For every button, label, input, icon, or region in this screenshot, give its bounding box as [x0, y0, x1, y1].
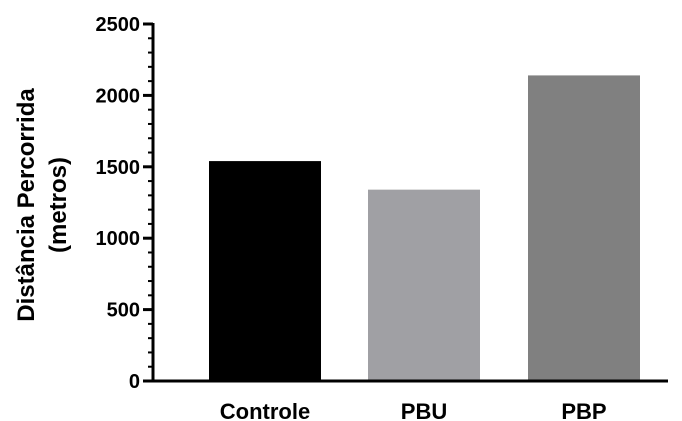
y-axis-title: Distância Percorrida (metros) — [13, 88, 72, 322]
x-tick-label-pbp: PBP — [561, 399, 606, 421]
bar-controle — [209, 161, 321, 381]
bar-pbp — [528, 75, 640, 382]
y-axis: 0 500 1000 1500 2000 2500 — [96, 14, 155, 393]
bars-group — [209, 75, 640, 382]
y-tick-label-2500: 2500 — [96, 14, 141, 36]
y-tick-label-2000: 2000 — [96, 85, 141, 107]
y-tick-label-500: 500 — [107, 300, 140, 322]
bar-pbu — [368, 189, 480, 381]
y-axis-title-line2: (metros) — [45, 157, 72, 253]
x-axis: Controle PBU PBP — [153, 379, 668, 421]
y-axis-title-line1: Distância Percorrida — [13, 88, 40, 322]
y-tick-label-0: 0 — [129, 371, 140, 393]
x-tick-label-pbu: PBU — [401, 399, 447, 421]
y-tick-label-1000: 1000 — [96, 228, 141, 250]
y-tick-label-1500: 1500 — [96, 157, 141, 179]
x-tick-label-controle: Controle — [220, 399, 310, 421]
